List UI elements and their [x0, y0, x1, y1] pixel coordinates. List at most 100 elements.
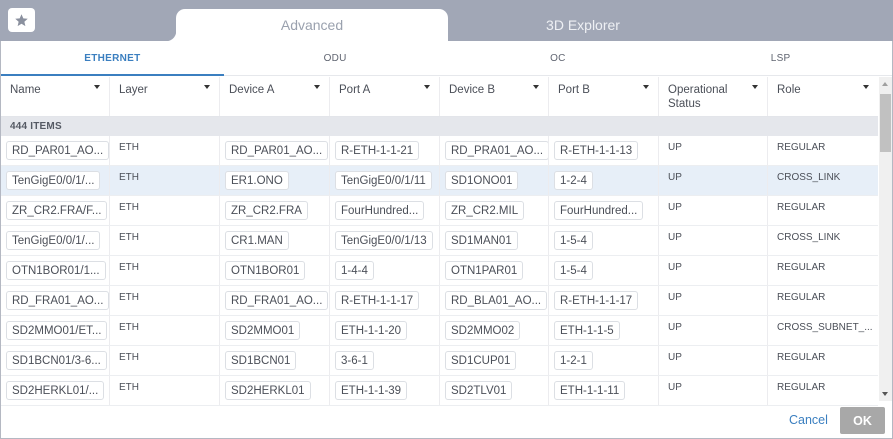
column-header-device-a[interactable]: Device A [220, 77, 330, 116]
device-b-chip[interactable]: SD2MMO02 [445, 321, 521, 340]
table-row[interactable]: OTN1BOR01/1... ETH OTN1BOR01 1-4-4 OTN1PAR01… [1, 256, 878, 286]
cell-port-a: R-ETH-1-1-17 [330, 286, 440, 315]
column-header-port-a[interactable]: Port A [330, 77, 440, 116]
cell-device-b: SD1CUP01 [440, 346, 549, 375]
subtab-ethernet[interactable]: ETHERNET [1, 41, 224, 76]
column-header-layer[interactable]: Layer [110, 77, 220, 116]
cell-port-a: 1-4-4 [330, 256, 440, 285]
port-b-chip[interactable]: FourHundred... [554, 201, 644, 220]
port-a-chip[interactable]: 1-4-4 [335, 261, 374, 280]
device-b-chip[interactable]: SD2TLV01 [445, 381, 513, 400]
sort-dropdown-icon[interactable] [863, 85, 869, 89]
column-header-role[interactable]: Role [768, 77, 878, 116]
role-value: CROSS_LINK [777, 172, 841, 183]
vertical-scrollbar[interactable] [879, 77, 892, 401]
dialog-footer: Cancel OK [1, 401, 892, 438]
port-a-chip[interactable]: R-ETH-1-1-17 [335, 291, 420, 310]
device-b-chip[interactable]: SD1CUP01 [445, 351, 517, 370]
subtab-oc[interactable]: OC [550, 52, 566, 64]
column-header-name[interactable]: Name [1, 77, 110, 116]
subtab-odu[interactable]: ODU [323, 52, 347, 64]
port-b-chip[interactable]: 1-5-4 [554, 261, 593, 280]
table-row[interactable]: ZR_CR2.FRA/F... ETH ZR_CR2.FRA FourHundred.… [1, 196, 878, 226]
name-chip[interactable]: ZR_CR2.FRA/F... [6, 201, 108, 220]
column-header-port-b[interactable]: Port B [549, 77, 659, 116]
subtab-lsp[interactable]: LSP [770, 52, 791, 64]
table-row[interactable]: RD_FRA01_AO... ETH RD_FRA01_AO... R-ETH-1-1… [1, 286, 878, 316]
device-a-chip[interactable]: CR1.MAN [225, 231, 289, 250]
port-b-chip[interactable]: 1-2-1 [554, 351, 593, 370]
sort-dropdown-icon[interactable] [204, 85, 210, 89]
column-label: Device B [449, 84, 496, 96]
cell-device-a: RD_PAR01_AO... [220, 136, 330, 165]
device-a-chip[interactable]: RD_FRA01_AO... [225, 291, 329, 310]
port-a-chip[interactable]: R-ETH-1-1-21 [335, 141, 420, 160]
port-a-chip[interactable]: 3-6-1 [335, 351, 374, 370]
table-row[interactable]: SD2MMO01/ET... ETH SD2MMO01 ETH-1-1-20 SD2MM… [1, 316, 878, 346]
device-a-chip[interactable]: RD_PAR01_AO... [225, 141, 329, 160]
favorite-button[interactable] [8, 8, 35, 32]
port-b-chip[interactable]: 1-5-4 [554, 231, 593, 250]
sort-dropdown-icon[interactable] [643, 85, 649, 89]
port-a-chip[interactable]: TenGigE0/0/1/11 [335, 171, 432, 190]
table-row[interactable]: TenGigE0/0/1/... ETH CR1.MAN TenGigE0/0/1/1… [1, 226, 878, 256]
port-a-chip[interactable]: ETH-1-1-39 [335, 381, 408, 400]
name-chip[interactable]: TenGigE0/0/1/... [6, 231, 101, 250]
port-a-chip[interactable]: TenGigE0/0/1/13 [335, 231, 433, 250]
cell-device-a: SD2MMO01 [220, 316, 330, 345]
sort-dropdown-icon[interactable] [424, 85, 430, 89]
name-chip[interactable]: RD_PAR01_AO... [6, 141, 109, 160]
device-b-chip[interactable]: RD_PRA01_AO... [445, 141, 548, 160]
port-b-chip[interactable]: R-ETH-1-1-17 [554, 291, 639, 310]
table-row[interactable]: SD1BCN01/3-6... ETH SD1BCN01 3-6-1 SD1CUP01 1… [1, 346, 878, 376]
device-b-chip[interactable]: RD_BLA01_AO... [445, 291, 548, 310]
device-a-chip[interactable]: SD1BCN01 [225, 351, 297, 370]
tab-3d-explorer[interactable]: 3D Explorer [546, 17, 620, 33]
cancel-button[interactable]: Cancel [789, 413, 828, 427]
port-b-chip[interactable]: 1-2-4 [554, 171, 593, 190]
device-b-chip[interactable]: OTN1PAR01 [445, 261, 524, 280]
cell-device-b: SD1MAN01 [440, 226, 549, 255]
name-chip[interactable]: RD_FRA01_AO... [6, 291, 109, 310]
device-a-chip[interactable]: SD2HERKL01 [225, 381, 311, 400]
operational-status-value: UP [668, 352, 682, 363]
layer-value: ETH [119, 352, 139, 363]
device-b-chip[interactable]: SD1MAN01 [445, 231, 518, 250]
device-b-chip[interactable]: ZR_CR2.MIL [445, 201, 525, 220]
port-a-chip[interactable]: FourHundred... [335, 201, 425, 220]
port-a-chip[interactable]: ETH-1-1-20 [335, 321, 408, 340]
scrollbar-thumb[interactable] [880, 94, 891, 152]
device-b-chip[interactable]: SD1ONO01 [445, 171, 519, 190]
port-b-chip[interactable]: ETH-1-1-11 [554, 381, 626, 400]
table-row[interactable]: RD_PAR01_AO... ETH RD_PAR01_AO... R-ETH-1-1… [1, 136, 878, 166]
operational-status-value: UP [668, 382, 682, 393]
name-chip[interactable]: SD1BCN01/3-6... [6, 351, 107, 370]
sort-dropdown-icon[interactable] [94, 85, 100, 89]
scroll-up-arrow-icon[interactable] [879, 77, 892, 91]
ok-button[interactable]: OK [840, 407, 885, 434]
table-row[interactable]: SD2HERKL01/... ETH SD2HERKL01 ETH-1-1-39 SD2… [1, 376, 878, 406]
cell-device-a: RD_FRA01_AO... [220, 286, 330, 315]
port-b-chip[interactable]: ETH-1-1-5 [554, 321, 620, 340]
table-header: Name Layer Device A Port A Device B Port… [1, 77, 878, 117]
role-value: REGULAR [777, 382, 826, 393]
device-a-chip[interactable]: ER1.ONO [225, 171, 289, 190]
sort-dropdown-icon[interactable] [533, 85, 539, 89]
layer-value: ETH [119, 172, 139, 183]
device-a-chip[interactable]: SD2MMO01 [225, 321, 301, 340]
name-chip[interactable]: SD2HERKL01/... [6, 381, 105, 400]
name-chip[interactable]: TenGigE0/0/1/... [6, 171, 101, 190]
column-header-device-b[interactable]: Device B [440, 77, 549, 116]
device-a-chip[interactable]: OTN1BOR01 [225, 261, 306, 280]
name-chip[interactable]: SD2MMO01/ET... [6, 321, 108, 340]
column-header-operational-status[interactable]: Operational Status [659, 77, 768, 116]
tab-advanced[interactable]: Advanced [166, 9, 448, 41]
scroll-down-arrow-icon[interactable] [879, 387, 892, 401]
cell-layer: ETH [110, 376, 220, 405]
name-chip[interactable]: OTN1BOR01/1... [6, 261, 106, 280]
device-a-chip[interactable]: ZR_CR2.FRA [225, 201, 308, 220]
table-row[interactable]: TenGigE0/0/1/... ETH ER1.ONO TenGigE0/0/1/1… [1, 166, 878, 196]
port-b-chip[interactable]: R-ETH-1-1-13 [554, 141, 639, 160]
sort-dropdown-icon[interactable] [314, 85, 320, 89]
sort-dropdown-icon[interactable] [752, 85, 758, 89]
